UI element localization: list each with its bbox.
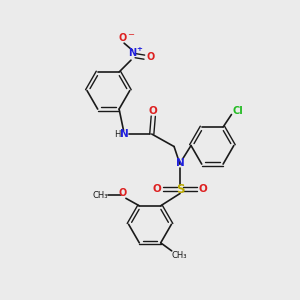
Text: CH₃: CH₃: [92, 191, 108, 200]
Text: Cl: Cl: [232, 106, 243, 116]
Text: O: O: [152, 184, 161, 194]
Text: N: N: [120, 129, 128, 139]
Text: O: O: [119, 188, 127, 198]
Text: H: H: [114, 130, 120, 139]
Text: O: O: [199, 184, 208, 194]
Text: N: N: [128, 48, 136, 58]
Text: −: −: [127, 30, 134, 39]
Text: O: O: [147, 52, 155, 62]
Text: S: S: [176, 182, 184, 196]
Text: CH₃: CH₃: [171, 251, 187, 260]
Text: O: O: [118, 33, 127, 43]
Text: O: O: [149, 106, 158, 116]
Text: N: N: [176, 158, 184, 168]
Text: +: +: [136, 46, 142, 52]
